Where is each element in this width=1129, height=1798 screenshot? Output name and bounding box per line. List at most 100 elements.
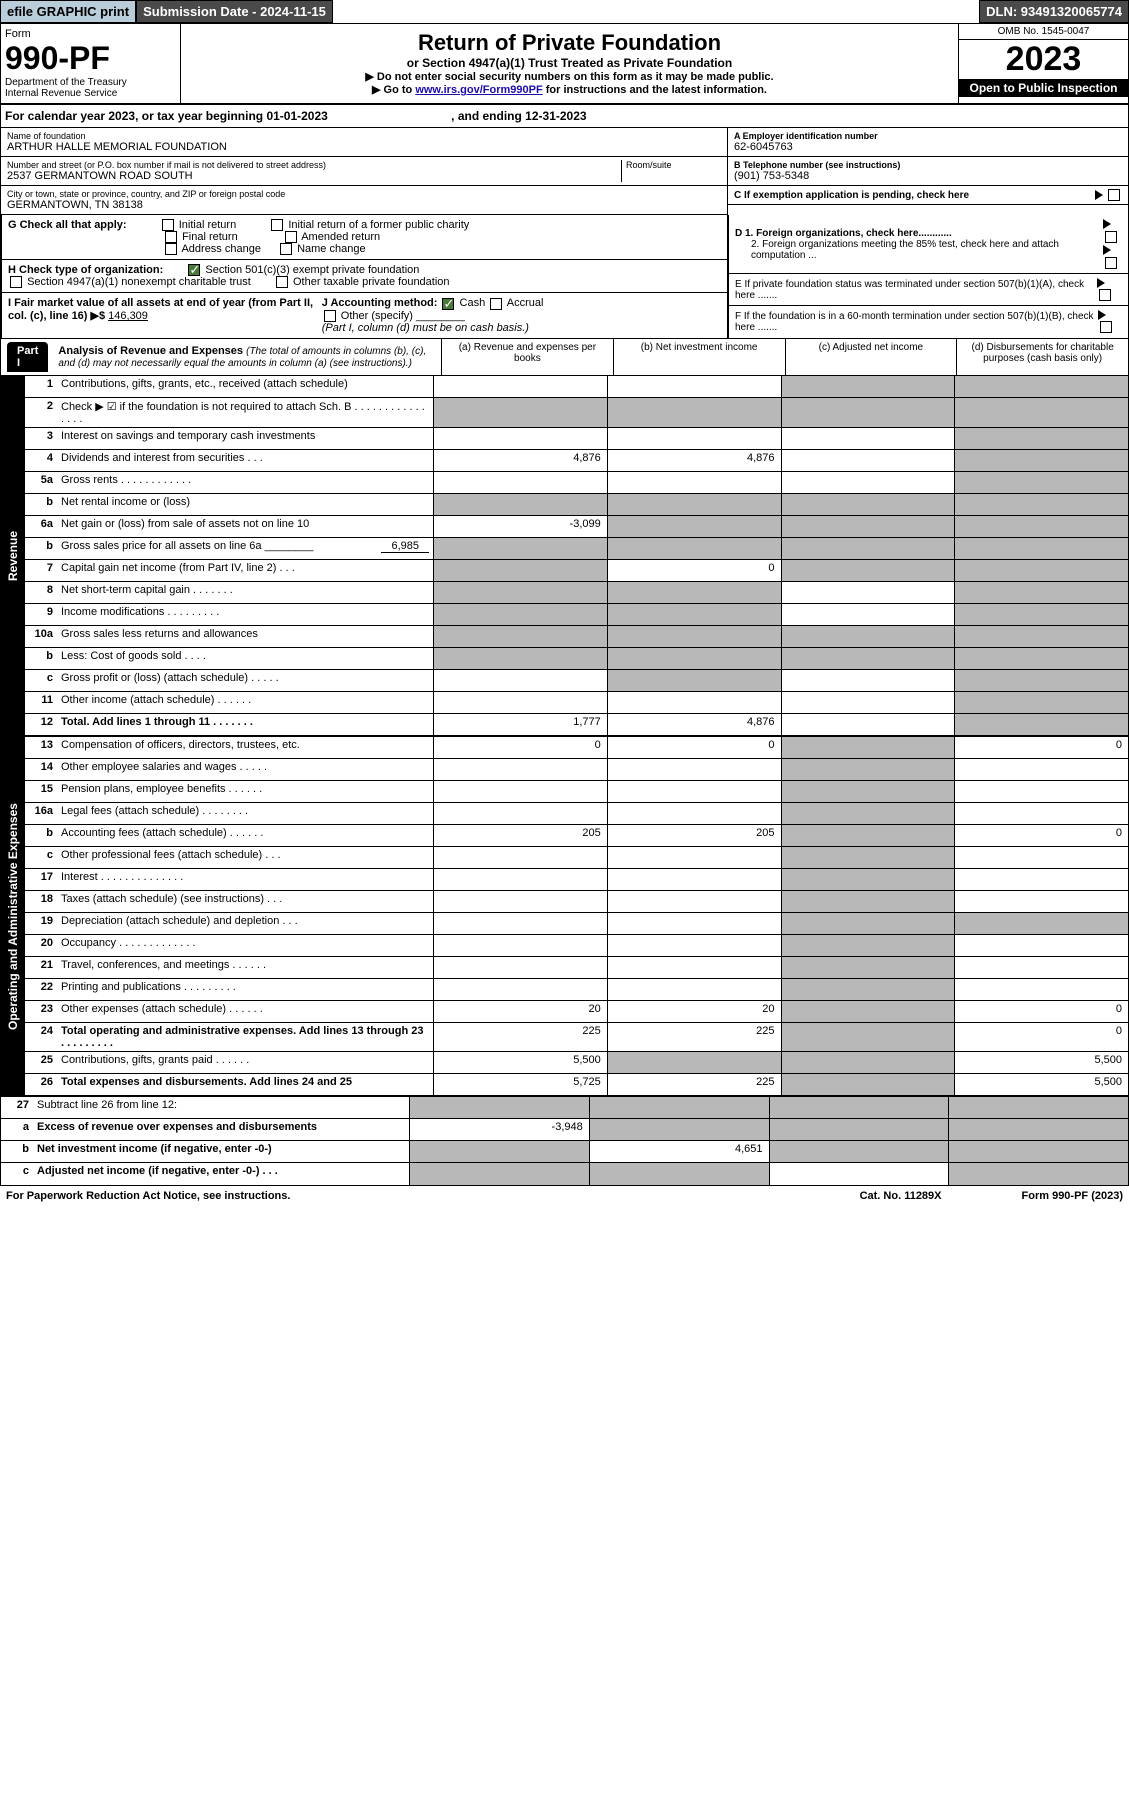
line-desc: Other expenses (attach schedule) . . . .… (57, 1001, 433, 1022)
line-desc: Total expenses and disbursements. Add li… (57, 1074, 433, 1095)
line-desc: Less: Cost of goods sold . . . . (57, 648, 433, 669)
ln-27c-a (409, 1163, 589, 1185)
cb-4947[interactable] (10, 276, 22, 288)
line-num: 17 (25, 869, 57, 890)
cb-other-acct[interactable] (324, 310, 336, 322)
line-num: b (25, 494, 57, 515)
cb-address[interactable] (165, 243, 177, 255)
line-desc: Printing and publications . . . . . . . … (57, 979, 433, 1000)
line-row: 3Interest on savings and temporary cash … (25, 428, 1128, 450)
line-desc: Gross sales price for all assets on line… (57, 538, 433, 559)
line-val (954, 516, 1128, 537)
line-row: 5aGross rents . . . . . . . . . . . . (25, 472, 1128, 494)
ij-section: I Fair market value of all assets at end… (1, 293, 728, 337)
line-val (607, 428, 781, 449)
ln-27b: b (1, 1141, 33, 1162)
lbl-accrual: Accrual (507, 297, 544, 309)
cb-initial-former[interactable] (271, 219, 283, 231)
line-val: 5,725 (433, 1074, 607, 1095)
instr-ssn: ▶ Do not enter social security numbers o… (187, 70, 952, 83)
line-desc: Interest . . . . . . . . . . . . . . (57, 869, 433, 890)
line-val (607, 582, 781, 603)
line-row: 12Total. Add lines 1 through 11 . . . . … (25, 714, 1128, 736)
line-val (607, 847, 781, 868)
cb-initial[interactable] (162, 219, 174, 231)
foundation-name: ARTHUR HALLE MEMORIAL FOUNDATION (7, 141, 721, 153)
line-num: 22 (25, 979, 57, 1000)
cb-501c3[interactable] (188, 264, 200, 276)
line-val (607, 692, 781, 713)
lbl-initial: Initial return (179, 219, 236, 231)
ln-27a-b (589, 1119, 769, 1140)
line-val (781, 1074, 955, 1095)
ln-27-b (589, 1097, 769, 1118)
line-val: 205 (607, 825, 781, 846)
line-row: 13Compensation of officers, directors, t… (25, 737, 1128, 759)
ln-27a-d (948, 1119, 1128, 1140)
line-val (781, 428, 955, 449)
part1-badge: Part I (7, 342, 48, 372)
j-note: (Part I, column (d) must be on cash basi… (322, 322, 529, 334)
cb-amended[interactable] (285, 231, 297, 243)
line-val (954, 560, 1128, 581)
line-val: 5,500 (954, 1052, 1128, 1073)
ln-27a-desc: Excess of revenue over expenses and disb… (33, 1119, 409, 1140)
ein-lbl: A Employer identification number (734, 131, 1122, 141)
expenses-label: Operating and Administrative Expenses (1, 737, 25, 1096)
cb-cash[interactable] (442, 298, 454, 310)
line-val (433, 472, 607, 493)
cb-f[interactable] (1100, 321, 1112, 333)
cb-d2[interactable] (1105, 257, 1117, 269)
line-val (954, 670, 1128, 691)
line-row: cGross profit or (loss) (attach schedule… (25, 670, 1128, 692)
checkbox-c[interactable] (1108, 189, 1120, 201)
line-val (433, 398, 607, 427)
line-num: c (25, 670, 57, 691)
line-num: 24 (25, 1023, 57, 1051)
cb-other-tax[interactable] (276, 276, 288, 288)
ln-27a-val: -3,948 (409, 1119, 589, 1140)
part1-title: Analysis of Revenue and Expenses (58, 345, 243, 357)
line-val (433, 494, 607, 515)
line-val (954, 891, 1128, 912)
line-num: 10a (25, 626, 57, 647)
line-num: 19 (25, 913, 57, 934)
cb-name[interactable] (280, 243, 292, 255)
line-desc: Other employee salaries and wages . . . … (57, 759, 433, 780)
line-desc: Gross rents . . . . . . . . . . . . (57, 472, 433, 493)
line-desc: Gross profit or (loss) (attach schedule)… (57, 670, 433, 691)
line-val: 0 (607, 737, 781, 758)
open-public: Open to Public Inspection (959, 79, 1128, 97)
instr-post: for instructions and the latest informat… (543, 84, 767, 96)
line-row: 6aNet gain or (loss) from sale of assets… (25, 516, 1128, 538)
line-val (607, 1052, 781, 1073)
cb-d1[interactable] (1105, 231, 1117, 243)
ln-27c-val (769, 1163, 949, 1185)
ln-27b-c (769, 1141, 949, 1162)
line-row: 8Net short-term capital gain . . . . . .… (25, 582, 1128, 604)
i-val: 146,309 (108, 310, 148, 322)
line-val: 20 (433, 1001, 607, 1022)
line-val (607, 803, 781, 824)
irs-link[interactable]: www.irs.gov/Form990PF (415, 84, 542, 96)
lbl-final: Final return (182, 231, 238, 243)
line-row: 14Other employee salaries and wages . . … (25, 759, 1128, 781)
line-num: 7 (25, 560, 57, 581)
city-lbl: City or town, state or province, country… (7, 189, 721, 199)
line-num: b (25, 648, 57, 669)
efile-badge[interactable]: efile GRAPHIC print (0, 0, 136, 23)
line-num: 5a (25, 472, 57, 493)
cb-accrual[interactable] (490, 298, 502, 310)
e-lbl: E If private foundation status was termi… (735, 279, 1097, 301)
line-num: 26 (25, 1074, 57, 1095)
line-row: 2Check ▶ ☑ if the foundation is not requ… (25, 398, 1128, 428)
line-desc: Income modifications . . . . . . . . . (57, 604, 433, 625)
line-val (607, 957, 781, 978)
line-val: 0 (954, 737, 1128, 758)
cb-e[interactable] (1099, 289, 1111, 301)
line-val (954, 913, 1128, 934)
line-val (433, 891, 607, 912)
col-c-header: (c) Adjusted net income (785, 339, 957, 375)
line-desc: Check ▶ ☑ if the foundation is not requi… (57, 398, 433, 427)
cb-final[interactable] (165, 231, 177, 243)
